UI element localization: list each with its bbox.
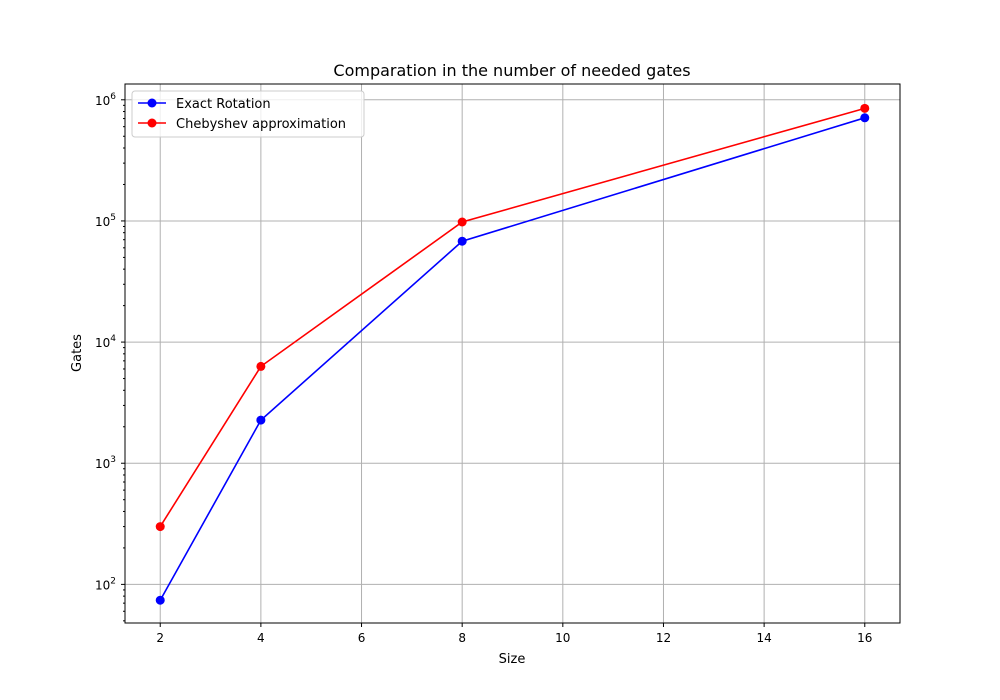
series-line-exact-rotation	[159, 117, 866, 601]
data-point-exact-rotation	[457, 236, 467, 246]
data-point-chebyshev-approximation	[860, 103, 870, 113]
grid	[125, 84, 900, 623]
x-axis-label: Size	[499, 652, 526, 667]
series-layer	[155, 103, 870, 605]
x-tick-label: 2	[156, 631, 164, 645]
x-tick-label: 14	[756, 631, 771, 645]
legend-label-exact-rotation: Exact Rotation	[176, 97, 271, 112]
x-tick-label: 4	[257, 631, 265, 645]
legend-entry-exact-rotation: Exact Rotation	[138, 97, 271, 112]
y-tick-label: 103	[95, 455, 116, 471]
data-point-chebyshev-approximation	[256, 361, 266, 371]
y-tick-label: 106	[95, 92, 116, 108]
data-point-exact-rotation	[860, 113, 870, 123]
x-tick-label: 10	[555, 631, 570, 645]
x-tick-label: 12	[656, 631, 671, 645]
legend-marker-exact-rotation	[147, 98, 157, 108]
y-tick-label: 105	[95, 213, 116, 229]
axis-ticks: 2 4 6 8 10 12 14 16 102 103 104 105 106	[95, 92, 872, 645]
data-point-exact-rotation	[256, 415, 266, 425]
series-line-chebyshev-approximation	[159, 107, 865, 528]
legend: Exact Rotation Chebyshev approximation	[131, 90, 365, 138]
plot-area-frame	[124, 83, 901, 624]
chart-title: Comparation in the number of needed gate…	[333, 61, 690, 80]
data-point-chebyshev-approximation	[155, 522, 165, 532]
y-tick-label: 102	[95, 576, 116, 592]
series-exact-rotation	[155, 113, 870, 605]
legend-frame	[131, 90, 365, 138]
legend-entry-chebyshev: Chebyshev approximation	[138, 117, 346, 132]
y-tick-label: 104	[95, 334, 116, 350]
data-point-exact-rotation	[155, 595, 165, 605]
series-chebyshev-approximation	[155, 103, 870, 532]
legend-label-chebyshev: Chebyshev approximation	[176, 117, 346, 132]
x-tick-label: 6	[358, 631, 366, 645]
data-point-chebyshev-approximation	[457, 217, 467, 227]
legend-marker-chebyshev	[147, 118, 157, 128]
x-tick-label: 16	[857, 631, 872, 645]
x-tick-label: 8	[458, 631, 466, 645]
y-axis-label: Gates	[70, 334, 85, 372]
